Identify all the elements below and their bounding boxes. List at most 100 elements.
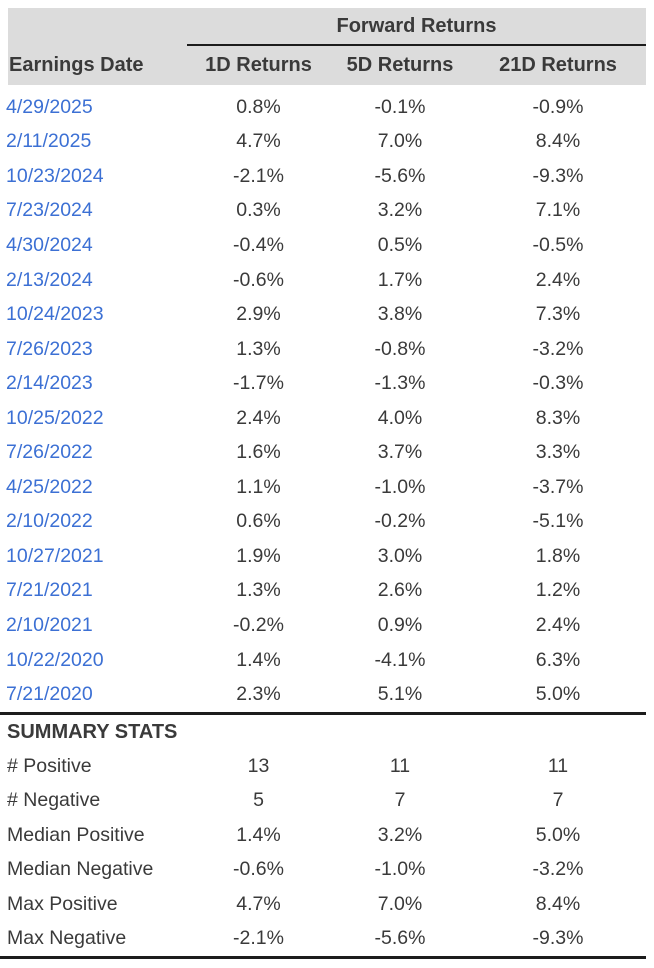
col-header-earnings-date: Earnings Date (9, 54, 144, 76)
return-1d-cell: 4.7% (236, 130, 281, 153)
return-1d-cell: 0.6% (236, 510, 281, 533)
earnings-date-link[interactable]: 4/29/2025 (6, 95, 93, 118)
return-1d-cell: 0.8% (236, 95, 281, 118)
col-header-21d-returns: 21D Returns (499, 54, 617, 76)
return-5d-cell: -0.2% (374, 510, 426, 533)
summary-stats-title: SUMMARY STATS (7, 720, 178, 743)
earnings-date-link[interactable]: 2/10/2021 (6, 613, 93, 636)
return-1d-cell: 1.6% (236, 441, 281, 464)
return-5d-cell: 3.2% (377, 823, 423, 846)
return-5d-cell: 5.1% (377, 683, 423, 706)
summary-stat-label: # Positive (7, 754, 92, 777)
earnings-date-link[interactable]: 7/26/2022 (6, 441, 93, 464)
table-row: 2/11/2025 4.7% 7.0% 8.4% (0, 125, 646, 160)
table-row: 4/25/2022 1.1% -1.0% -3.7% (0, 470, 646, 505)
return-21d-cell: 8.3% (535, 406, 581, 429)
return-21d-cell: -3.7% (532, 475, 584, 498)
summary-row: Median Positive 1.4% 3.2% 5.0% (0, 818, 646, 853)
return-21d-cell: -0.9% (532, 95, 584, 118)
table-row: 7/26/2023 1.3% -0.8% -3.2% (0, 332, 646, 367)
earnings-date-link[interactable]: 2/10/2022 (6, 510, 93, 533)
table-row: 7/21/2021 1.3% 2.6% 1.2% (0, 574, 646, 609)
return-21d-cell: 8.4% (535, 130, 581, 153)
return-5d-cell: 3.8% (377, 303, 423, 326)
return-5d-cell: 11 (389, 754, 411, 777)
earnings-date-link[interactable]: 10/23/2024 (6, 164, 104, 187)
return-21d-cell: -5.1% (532, 510, 584, 533)
earnings-date-link[interactable]: 7/26/2023 (6, 337, 93, 360)
table-row: 2/13/2024 -0.6% 1.7% 2.4% (0, 263, 646, 298)
return-1d-cell: -0.6% (233, 858, 284, 881)
return-21d-cell: -3.2% (532, 337, 584, 360)
return-1d-cell: 1.3% (236, 579, 281, 602)
table-row: 10/25/2022 2.4% 4.0% 8.3% (0, 401, 646, 436)
table-row: 7/26/2022 1.6% 3.7% 3.3% (0, 435, 646, 470)
table-row: 10/22/2020 1.4% -4.1% 6.3% (0, 643, 646, 678)
return-1d-cell: -2.1% (233, 927, 284, 950)
return-21d-cell: 2.4% (535, 613, 581, 636)
group-header-forward-returns: Forward Returns (336, 14, 497, 37)
return-1d-cell: 4.7% (236, 892, 281, 915)
earnings-date-link[interactable]: 10/27/2021 (6, 544, 104, 567)
return-5d-cell: -4.1% (374, 648, 426, 671)
return-21d-cell: -3.2% (532, 858, 584, 881)
return-5d-cell: -5.6% (374, 927, 426, 950)
earnings-date-link[interactable]: 2/13/2024 (6, 268, 93, 291)
table-row: 10/24/2023 2.9% 3.8% 7.3% (0, 297, 646, 332)
return-1d-cell: 1.3% (236, 337, 281, 360)
return-21d-cell: -0.3% (532, 372, 584, 395)
return-1d-cell: 1.4% (236, 823, 281, 846)
earnings-date-link[interactable]: 4/25/2022 (6, 475, 93, 498)
return-21d-cell: 7.1% (535, 199, 581, 222)
return-5d-cell: 3.7% (377, 441, 423, 464)
table-row: 4/30/2024 -0.4% 0.5% -0.5% (0, 228, 646, 263)
return-5d-cell: -0.8% (374, 337, 426, 360)
return-1d-cell: -1.7% (233, 372, 284, 395)
earnings-date-link[interactable]: 2/11/2025 (6, 130, 92, 153)
col-header-1d-returns: 1D Returns (205, 54, 312, 76)
group-header-underline (187, 44, 646, 46)
summary-row: Max Positive 4.7% 7.0% 8.4% (0, 887, 646, 922)
return-1d-cell: 2.3% (236, 683, 281, 706)
earnings-date-link[interactable]: 7/23/2024 (6, 199, 93, 222)
return-21d-cell: 5.0% (535, 683, 581, 706)
return-5d-cell: 2.6% (377, 579, 423, 602)
return-1d-cell: -2.1% (233, 164, 284, 187)
return-5d-cell: 7.0% (377, 130, 423, 153)
return-21d-cell: 2.4% (535, 268, 581, 291)
return-5d-cell: 1.7% (377, 268, 423, 291)
return-5d-cell: -1.0% (374, 858, 426, 881)
summary-row: Median Negative -0.6% -1.0% -3.2% (0, 853, 646, 888)
return-5d-cell: 7.0% (377, 892, 423, 915)
summary-stat-label: Max Negative (7, 927, 127, 950)
return-1d-cell: -0.6% (233, 268, 284, 291)
summary-stat-label: Median Negative (7, 858, 154, 881)
earnings-date-link[interactable]: 10/25/2022 (6, 406, 104, 429)
table-row: 10/27/2021 1.9% 3.0% 1.8% (0, 539, 646, 574)
earnings-date-link[interactable]: 7/21/2021 (6, 579, 93, 602)
table-bottom-rule (0, 956, 646, 959)
summary-stat-label: # Negative (7, 789, 101, 812)
return-5d-cell: 4.0% (377, 406, 423, 429)
return-5d-cell: 7 (394, 789, 406, 812)
data-rows: 4/29/2025 0.8% -0.1% -0.9% 2/11/2025 4.7% 7.0%… (0, 90, 646, 712)
earnings-date-link[interactable]: 2/14/2023 (6, 372, 93, 395)
return-21d-cell: -0.5% (532, 233, 584, 256)
return-21d-cell: 7 (552, 789, 564, 812)
earnings-date-link[interactable]: 4/30/2024 (6, 233, 93, 256)
return-5d-cell: -0.1% (374, 95, 426, 118)
summary-row: # Negative 5 7 7 (0, 784, 646, 819)
summary-row: Max Negative -2.1% -5.6% -9.3% (0, 922, 646, 957)
earnings-date-link[interactable]: 7/21/2020 (6, 683, 93, 706)
summary-stat-label: Max Positive (7, 892, 118, 915)
summary-row: # Positive 13 11 11 (0, 749, 646, 784)
table-row: 2/14/2023 -1.7% -1.3% -0.3% (0, 366, 646, 401)
table-header: Forward Returns Earnings Date 1D Returns… (8, 8, 646, 85)
earnings-date-link[interactable]: 10/22/2020 (6, 648, 104, 671)
return-1d-cell: -0.4% (233, 233, 284, 256)
earnings-date-link[interactable]: 10/24/2023 (6, 303, 104, 326)
return-1d-cell: 1.4% (236, 648, 281, 671)
summary-rows: # Positive 13 11 11 # Negative 5 7 7 Median Posi… (0, 749, 646, 956)
return-5d-cell: 3.2% (377, 199, 423, 222)
